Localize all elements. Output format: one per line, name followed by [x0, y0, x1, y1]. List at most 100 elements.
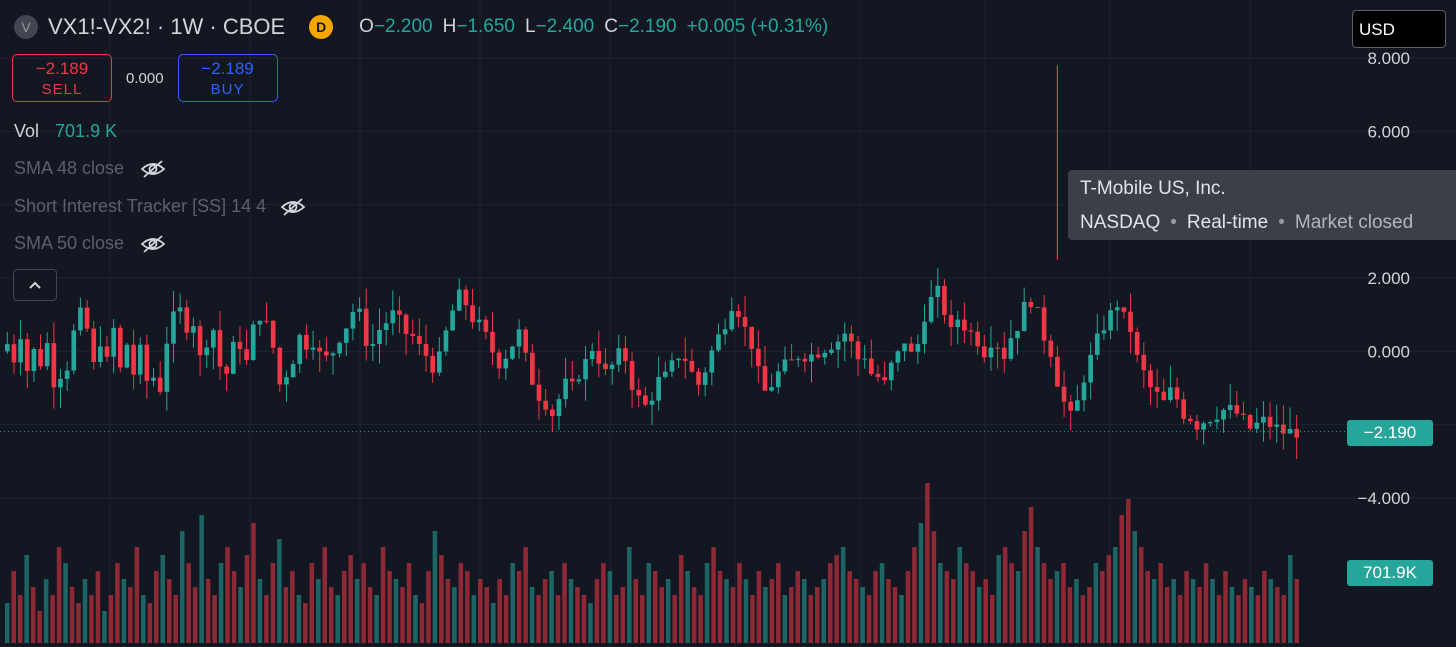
candle-body — [1247, 414, 1253, 429]
candle-body — [151, 377, 156, 381]
volume-bar — [205, 579, 211, 643]
volume-bar — [1171, 579, 1176, 643]
candle-body — [709, 350, 715, 373]
volume-bar — [925, 483, 930, 643]
symbol-title[interactable]: VX1!-VX2! · 1W · CBOE — [48, 14, 286, 39]
eye-off-icon[interactable] — [140, 159, 166, 179]
volume-bar — [905, 571, 911, 643]
volume-bar — [529, 587, 535, 643]
volume-bar — [1223, 571, 1228, 643]
candle-body — [769, 387, 774, 391]
volume-bar — [173, 595, 178, 643]
candle-body — [1001, 347, 1007, 359]
short-interest-indicator[interactable]: Short Interest Tracker [SS] 14 4 — [14, 196, 306, 217]
candle-body — [955, 319, 961, 328]
candle-body — [490, 331, 495, 353]
candle-body — [38, 349, 43, 367]
volume-bar — [724, 579, 729, 643]
volume-bar — [931, 531, 937, 643]
sell-button[interactable]: −2.189 SELL — [12, 54, 112, 102]
volume-bar — [63, 563, 68, 643]
candle-body — [669, 360, 675, 372]
candle-body — [1061, 386, 1067, 402]
candle-body — [875, 373, 881, 378]
candle-body — [124, 344, 130, 368]
volume-bar — [562, 563, 567, 643]
candle-body — [1041, 307, 1047, 341]
spread-value: 0.000 — [126, 69, 164, 87]
volume-bar — [270, 563, 276, 643]
candle-body — [530, 352, 535, 385]
candle-body — [363, 308, 369, 346]
candle-body — [981, 346, 987, 358]
candle-body — [1267, 416, 1273, 427]
volume-bar — [1113, 547, 1118, 643]
eye-off-icon[interactable] — [280, 197, 306, 217]
candle-body — [483, 319, 489, 332]
volume-bar — [1190, 579, 1196, 643]
volume-bar — [834, 555, 839, 643]
candle-body — [1214, 419, 1220, 423]
ohlc-key: L — [525, 16, 536, 37]
ohlc-item: O−2.200 — [359, 16, 432, 38]
collapse-legend-button[interactable] — [13, 269, 57, 301]
ohlc-item: C−2.190 — [604, 16, 676, 38]
candle-body — [357, 308, 362, 312]
volume-bar — [840, 547, 846, 643]
volume-bar — [108, 595, 114, 643]
sma50-indicator[interactable]: SMA 50 close — [14, 233, 166, 254]
volume-bar — [154, 571, 159, 643]
candle-body — [1234, 405, 1240, 414]
volume-bar — [37, 611, 42, 643]
candle-body — [603, 363, 608, 370]
volume-indicator[interactable]: Vol 701.9 K — [14, 121, 117, 142]
volume-bar — [179, 531, 185, 643]
candle-body — [284, 377, 289, 385]
volume-bar — [400, 587, 405, 643]
volume-bar — [853, 579, 859, 643]
volume-bar — [1022, 531, 1027, 643]
volume-bar — [76, 603, 81, 643]
volume-bar — [218, 563, 224, 643]
volume-bar — [1067, 587, 1073, 643]
currency-selector[interactable]: USD — [1352, 10, 1446, 48]
sma48-indicator[interactable]: SMA 48 close — [14, 158, 166, 179]
chart-header: V VX1!-VX2! · 1W · CBOE D O−2.200 H−1.650… — [14, 14, 828, 40]
buy-button[interactable]: −2.189 BUY — [177, 54, 278, 102]
symbol-icon[interactable]: V — [14, 15, 38, 39]
volume-bar — [769, 579, 775, 643]
candle-body — [523, 329, 529, 353]
candle-body — [217, 330, 223, 367]
volume-bar — [244, 555, 250, 643]
candle-body — [676, 358, 681, 361]
volume-bar — [938, 563, 943, 643]
volume-bar — [1126, 499, 1131, 643]
volume-bar — [257, 579, 263, 643]
candle-body — [450, 310, 455, 331]
sell-price: −2.189 — [35, 58, 89, 78]
candle-body — [908, 343, 914, 352]
volume-bar — [186, 563, 191, 643]
eye-off-icon[interactable] — [140, 234, 166, 254]
candle-body — [915, 344, 921, 352]
volume-bar — [413, 595, 418, 643]
delayed-data-badge[interactable]: D — [309, 15, 334, 39]
candle-body — [370, 344, 376, 346]
candle-body — [1088, 354, 1093, 383]
candle-body — [204, 347, 210, 356]
vol-value: 701.9 K — [55, 121, 118, 141]
candle-body — [948, 314, 954, 328]
chevron-up-icon — [29, 281, 41, 289]
candle-body — [636, 389, 642, 396]
volume-bar — [361, 563, 366, 643]
candle-body — [942, 285, 947, 315]
candle-body — [1174, 387, 1180, 400]
candle-body — [91, 328, 97, 362]
volume-bar — [685, 571, 690, 643]
sma50-label: SMA 50 close — [14, 233, 125, 253]
volume-bar — [1281, 595, 1287, 643]
candle-body — [968, 330, 974, 332]
separator-dot: • — [1170, 212, 1177, 233]
candle-body — [270, 320, 276, 348]
